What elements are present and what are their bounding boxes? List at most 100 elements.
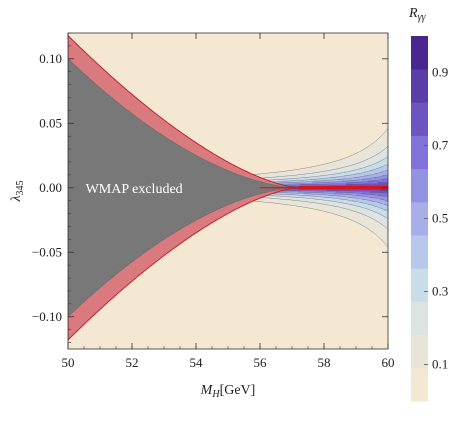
heatmap-cell xyxy=(78,343,81,347)
heatmap-cell xyxy=(100,308,103,311)
heatmap-cell xyxy=(88,322,91,326)
heatmap-cell xyxy=(84,34,87,38)
heatmap-cell xyxy=(88,50,91,53)
heatmap-cell xyxy=(82,45,85,48)
heatmap-cell xyxy=(96,343,99,347)
heatmap-cell xyxy=(100,57,103,60)
heatmap-cell xyxy=(74,343,77,347)
heatmap-cell xyxy=(98,319,101,322)
heatmap-cell xyxy=(98,48,101,52)
heatmap-cell xyxy=(98,336,101,340)
heatmap-cell xyxy=(86,329,89,333)
heatmap-cell xyxy=(98,324,101,327)
heatmap-cell xyxy=(100,47,103,50)
heatmap-cell xyxy=(102,64,105,67)
heatmap-cell xyxy=(88,43,91,46)
heatmap-cell xyxy=(100,338,103,341)
heatmap-cell xyxy=(100,62,103,66)
heatmap-cell xyxy=(74,345,77,348)
heatmap-cell xyxy=(78,36,81,39)
heatmap-cell xyxy=(82,36,85,39)
heatmap-cell xyxy=(94,329,97,333)
heatmap-cell xyxy=(94,315,97,318)
heatmap-cell xyxy=(100,324,103,327)
heatmap-cell xyxy=(94,345,97,348)
heatmap-cell xyxy=(98,327,101,331)
heatmap-cell xyxy=(82,38,85,41)
heatmap-cell xyxy=(82,345,85,348)
heatmap-cell xyxy=(94,334,97,338)
heatmap-cell xyxy=(70,341,73,345)
heatmap-cell xyxy=(96,341,99,345)
heatmap-cell xyxy=(98,47,101,50)
heatmap-cell xyxy=(94,333,97,336)
heatmap-cell xyxy=(82,333,85,336)
heatmap-cell xyxy=(88,347,91,349)
heatmap-cell xyxy=(78,34,81,38)
heatmap-cell xyxy=(100,315,103,318)
heatmap-cell xyxy=(102,66,105,69)
heatmap-cell xyxy=(86,47,89,50)
heatmap-cell xyxy=(102,41,105,45)
heatmap-cell xyxy=(94,338,97,341)
heatmap-cell xyxy=(98,343,101,347)
heatmap-cell xyxy=(72,347,75,349)
heatmap-cell xyxy=(98,320,101,324)
heatmap-cell xyxy=(100,347,103,349)
heatmap-cell xyxy=(94,341,97,345)
heatmap-cell xyxy=(80,333,83,336)
heatmap-cell xyxy=(86,34,89,38)
heatmap-cell xyxy=(80,338,83,341)
heatmap-cell xyxy=(74,338,77,341)
heatmap-cell xyxy=(86,331,89,334)
heatmap-cell xyxy=(90,326,93,329)
heatmap-cell xyxy=(80,45,83,48)
heatmap-cell xyxy=(80,41,83,45)
heatmap-cell xyxy=(82,34,85,38)
heatmap-cell xyxy=(98,347,101,349)
heatmap-cell xyxy=(102,33,105,36)
heatmap-cell xyxy=(100,336,103,340)
heatmap-cell xyxy=(88,319,91,322)
heatmap-cell xyxy=(90,327,93,331)
heatmap-cell xyxy=(98,34,101,38)
heatmap-cell xyxy=(80,334,83,338)
heatmap-cell xyxy=(98,317,101,320)
heatmap-cell xyxy=(92,48,95,52)
heatmap-cell xyxy=(96,326,99,329)
heatmap-cell xyxy=(92,38,95,41)
heatmap-cell xyxy=(100,43,103,46)
heatmap-cell xyxy=(98,322,101,326)
heatmap-cell xyxy=(90,329,93,333)
heatmap-cell xyxy=(92,322,95,326)
heatmap-cell xyxy=(98,333,101,336)
heatmap-cell xyxy=(86,40,89,43)
heatmap-cell xyxy=(76,38,79,41)
heatmap-cell xyxy=(100,59,103,62)
heatmap-cell xyxy=(96,41,99,45)
heatmap-cell xyxy=(96,312,99,315)
heatmap-cell xyxy=(90,338,93,341)
heatmap-cell xyxy=(90,45,93,48)
heatmap-cell xyxy=(92,317,95,320)
heatmap-cell xyxy=(98,38,101,41)
heatmap-cell xyxy=(96,331,99,334)
heatmap-cell xyxy=(86,327,89,331)
heatmap-cell xyxy=(100,52,103,55)
heatmap-cell xyxy=(88,341,91,345)
heatmap-cell xyxy=(90,55,93,59)
heatmap-cell xyxy=(94,322,97,326)
heatmap-cell xyxy=(92,324,95,327)
heatmap-cell xyxy=(96,47,99,50)
heatmap-cell xyxy=(102,52,105,55)
heatmap-cell xyxy=(80,33,83,36)
heatmap-cell xyxy=(80,343,83,347)
heatmap-cell xyxy=(72,336,75,340)
heatmap-cell xyxy=(68,347,71,349)
heatmap-cell xyxy=(78,347,81,349)
heatmap-cell xyxy=(76,36,79,39)
heatmap-cell xyxy=(88,329,91,333)
heatmap-cell xyxy=(84,33,87,36)
heatmap-cell xyxy=(98,345,101,348)
heatmap-cell xyxy=(74,334,77,338)
